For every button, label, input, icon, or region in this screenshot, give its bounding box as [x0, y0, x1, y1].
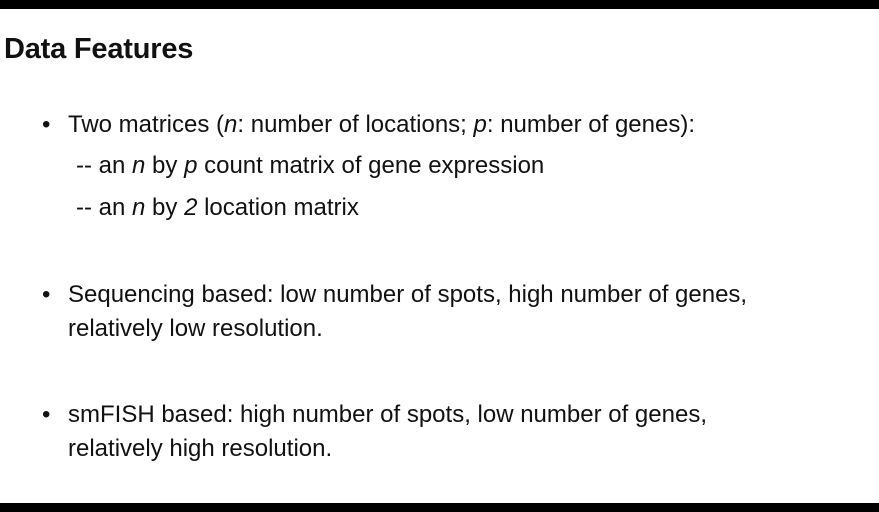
bullet-marker: •: [42, 281, 51, 308]
bullet-marker: •: [42, 111, 51, 138]
italic-n: n: [132, 194, 146, 221]
sub-item-location-matrix: -- an n by 2 location matrix: [76, 190, 359, 226]
bullet-sequencing-continuation: relatively low resolution.: [68, 315, 323, 342]
italic-n: n: [224, 111, 238, 138]
sub-text: -- an: [76, 194, 133, 221]
sub-item-count-matrix: -- an n by p count matrix of gene expres…: [76, 148, 544, 184]
slide: Data Features • Two matrices (n: number o…: [0, 9, 879, 503]
bullet-smfish-continuation: relatively high resolution.: [68, 435, 333, 462]
sub-text: by: [145, 152, 185, 179]
bullet-smfish: • smFISH based: high number of spots, low…: [42, 397, 707, 433]
bullet-text: Two matrices (: [68, 111, 225, 138]
sub-text: location matrix: [197, 194, 359, 221]
bullet-text: Sequencing based: low number of spots, h…: [68, 281, 748, 308]
sub-text: count matrix of gene expression: [197, 152, 545, 179]
slide-title: Data Features: [4, 33, 194, 65]
italic-n: n: [132, 152, 146, 179]
italic-p: p: [184, 152, 198, 179]
sub-text: by: [145, 194, 185, 221]
bullet-sequencing: • Sequencing based: low number of spots, …: [42, 277, 747, 313]
bullet-two-matrices: • Two matrices (n: number of locations; p…: [42, 107, 695, 143]
bullet-marker: •: [42, 401, 51, 428]
italic-2: 2: [184, 194, 198, 221]
italic-p: p: [473, 111, 487, 138]
bullet-text: : number of locations;: [237, 111, 474, 138]
sub-text: -- an: [76, 152, 133, 179]
bullet-text: smFISH based: high number of spots, low …: [68, 401, 707, 428]
bullet-text: : number of genes):: [486, 111, 695, 138]
